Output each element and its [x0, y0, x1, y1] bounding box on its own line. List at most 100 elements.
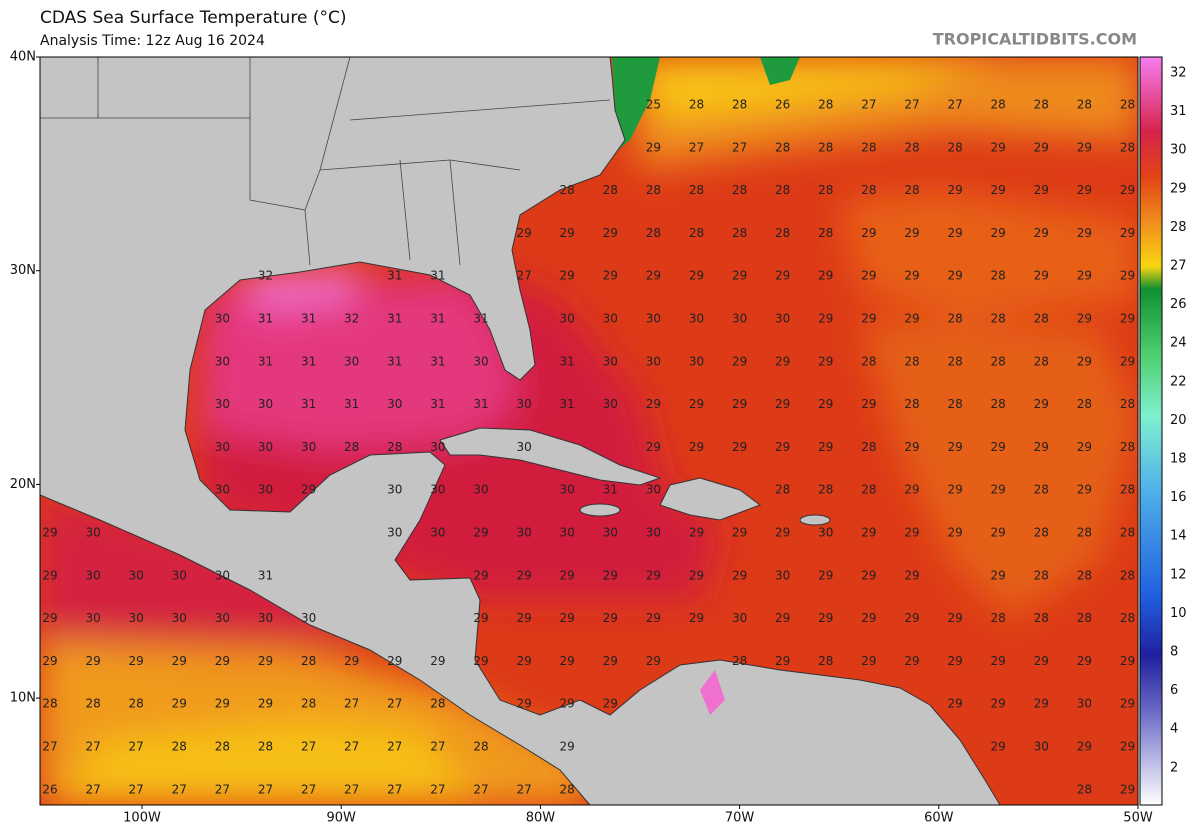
sst-value: 28 [861, 140, 876, 154]
sst-value: 29 [516, 226, 531, 240]
sst-value: 29 [516, 611, 531, 625]
lat-label: 20N [10, 477, 36, 492]
colorbar [1139, 56, 1163, 806]
sst-value: 29 [42, 568, 57, 582]
sst-value: 29 [775, 526, 790, 540]
sst-value: 31 [301, 354, 316, 368]
sst-value: 28 [1034, 611, 1049, 625]
sst-value: 29 [775, 354, 790, 368]
sst-value: 29 [904, 526, 919, 540]
sst-value: 29 [947, 526, 962, 540]
colorbar-label: 18 [1170, 452, 1187, 467]
colorbar-label: 27 [1170, 259, 1187, 274]
sst-value: 29 [947, 226, 962, 240]
sst-value: 30 [603, 354, 618, 368]
sst-value: 29 [603, 611, 618, 625]
sst-value: 30 [258, 611, 273, 625]
sst-value: 29 [603, 654, 618, 668]
sst-value: 28 [258, 740, 273, 754]
sst-value: 29 [215, 697, 230, 711]
sst-value: 28 [473, 740, 488, 754]
sst-value: 27 [387, 740, 402, 754]
sst-value: 29 [646, 269, 661, 283]
sst-value: 30 [818, 526, 833, 540]
sst-value: 28 [1034, 568, 1049, 582]
sst-value: 31 [430, 397, 445, 411]
sst-field [40, 57, 1138, 805]
colorbar-label: 14 [1170, 529, 1187, 544]
sst-value: 29 [991, 183, 1006, 197]
sst-value: 27 [129, 782, 144, 796]
sst-value: 29 [646, 654, 661, 668]
sst-value: 29 [560, 654, 575, 668]
sst-value: 28 [775, 140, 790, 154]
sst-value: 30 [258, 440, 273, 454]
sst-value: 29 [818, 568, 833, 582]
sst-value: 29 [560, 740, 575, 754]
sst-value: 29 [646, 611, 661, 625]
sst-value: 28 [732, 226, 747, 240]
sst-value: 29 [689, 440, 704, 454]
sst-value: 30 [172, 568, 187, 582]
sst-value: 29 [775, 611, 790, 625]
sst-value: 29 [129, 654, 144, 668]
sst-value: 28 [560, 183, 575, 197]
sst-value: 26 [42, 782, 57, 796]
colorbar-label: 29 [1170, 181, 1187, 196]
sst-value: 31 [473, 397, 488, 411]
sst-value: 28 [1034, 483, 1049, 497]
sst-value: 29 [818, 397, 833, 411]
sst-value: 29 [473, 568, 488, 582]
sst-value: 29 [991, 483, 1006, 497]
sst-value: 29 [818, 354, 833, 368]
sst-value: 29 [85, 654, 100, 668]
sst-value: 30 [387, 397, 402, 411]
sst-value: 29 [991, 440, 1006, 454]
sst-value: 28 [1034, 354, 1049, 368]
sst-value: 28 [689, 226, 704, 240]
sst-value: 29 [646, 397, 661, 411]
sst-value: 30 [85, 526, 100, 540]
sst-value: 28 [991, 269, 1006, 283]
sst-value: 30 [516, 440, 531, 454]
sst-value: 29 [560, 611, 575, 625]
sst-value: 27 [129, 740, 144, 754]
sst-value: 30 [775, 568, 790, 582]
sst-value: 30 [172, 611, 187, 625]
sst-value: 29 [1120, 354, 1135, 368]
sst-value: 30 [646, 354, 661, 368]
sst-value: 30 [1077, 697, 1092, 711]
sst-value: 30 [85, 611, 100, 625]
sst-value: 27 [301, 740, 316, 754]
sst-value: 30 [560, 526, 575, 540]
sst-value: 28 [646, 183, 661, 197]
sst-value: 29 [947, 269, 962, 283]
sst-value: 27 [258, 782, 273, 796]
sst-value: 29 [473, 611, 488, 625]
colorbar-label: 10 [1170, 606, 1187, 621]
sst-value: 29 [775, 269, 790, 283]
colorbar-label: 28 [1170, 220, 1187, 235]
sst-value: 30 [689, 354, 704, 368]
sst-value: 29 [861, 312, 876, 326]
sst-value: 27 [215, 782, 230, 796]
colorbar-label: 22 [1170, 374, 1187, 389]
sst-value: 28 [1120, 568, 1135, 582]
sst-value: 28 [904, 397, 919, 411]
watermark: TROPICALTIDBITS.COM [933, 30, 1137, 49]
sst-value: 29 [1120, 740, 1135, 754]
sst-value: 29 [861, 654, 876, 668]
sst-value: 28 [1077, 526, 1092, 540]
sst-value: 29 [1120, 654, 1135, 668]
sst-value: 27 [430, 782, 445, 796]
sst-value: 29 [818, 611, 833, 625]
sst-value: 30 [775, 312, 790, 326]
sst-value: 29 [732, 397, 747, 411]
sst-value: 29 [258, 697, 273, 711]
sst-value: 28 [947, 140, 962, 154]
sst-value: 29 [603, 269, 618, 283]
sst-value: 28 [689, 183, 704, 197]
map-frame [39, 56, 1139, 806]
lon-label: 70W [725, 811, 755, 826]
